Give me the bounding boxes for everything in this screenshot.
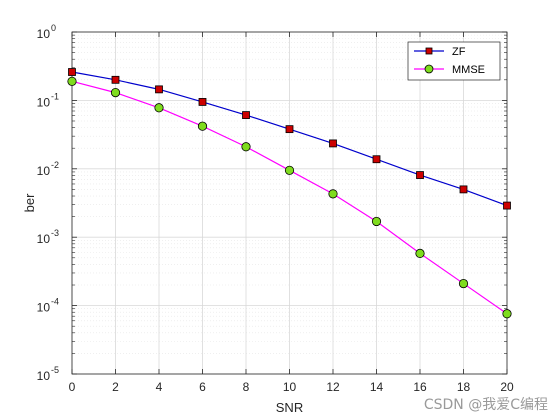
- y-tick-exponent: -2: [51, 160, 59, 170]
- y-tick-exponent: -5: [51, 365, 59, 375]
- x-tick-label: 8: [243, 380, 250, 394]
- data-point-mmse: [502, 309, 512, 319]
- y-tick-label: 10: [37, 369, 51, 383]
- data-point-zf: [372, 155, 381, 164]
- y-tick-exponent: -1: [51, 91, 59, 101]
- x-tick-label: 14: [370, 380, 384, 394]
- data-point-mmse: [154, 103, 164, 113]
- legend-label-mmse: MMSE: [452, 64, 485, 76]
- legend-marker-mmse: [424, 64, 434, 74]
- data-point-zf: [329, 139, 337, 148]
- data-point-zf: [503, 201, 511, 210]
- y-tick-exponent: -3: [51, 228, 59, 238]
- data-point-mmse: [67, 76, 77, 86]
- x-tick-label: 0: [69, 380, 76, 394]
- data-point-zf: [111, 75, 120, 84]
- x-tick-label: 18: [457, 380, 471, 394]
- x-tick-label: 4: [156, 380, 163, 394]
- legend-label-zf: ZF: [452, 46, 466, 58]
- y-tick-label: 10: [37, 95, 51, 109]
- data-point-mmse: [241, 142, 251, 152]
- x-axis-label: SNR: [276, 400, 303, 415]
- data-point-mmse: [371, 216, 382, 227]
- data-point-mmse: [284, 165, 295, 175]
- data-point-zf: [155, 85, 163, 94]
- y-tick-label: 10: [37, 301, 51, 315]
- y-tick-exponent: 0: [51, 23, 56, 33]
- x-tick-label: 12: [326, 380, 340, 394]
- legend-marker-zf: [425, 47, 433, 55]
- data-point-mmse: [458, 278, 469, 289]
- data-point-zf: [416, 171, 424, 179]
- data-point-mmse: [110, 88, 121, 98]
- watermark: CSDN @我爱C编程: [423, 397, 548, 413]
- series: [67, 68, 512, 319]
- data-point-mmse: [415, 248, 425, 258]
- x-tick-label: 20: [500, 380, 514, 394]
- y-tick-label: 10: [37, 232, 51, 246]
- data-point-zf: [242, 111, 250, 119]
- legend: ZF MMSE: [407, 41, 501, 81]
- x-tick-label: 2: [112, 380, 119, 394]
- y-tick-exponent: -4: [51, 297, 59, 307]
- x-tick-label: 6: [199, 380, 206, 394]
- data-point-mmse: [328, 189, 338, 199]
- x-tick-labels: 0 2 4 6 8 10 12 14 16 18 20: [69, 380, 514, 394]
- y-axis-label: ber: [22, 193, 37, 212]
- data-point-zf: [459, 185, 468, 194]
- tick-marks: [71, 31, 508, 375]
- y-tick-label: 10: [37, 164, 51, 178]
- legend-box: [407, 41, 501, 81]
- x-tick-label: 10: [283, 380, 297, 394]
- data-point-mmse: [197, 121, 208, 131]
- y-tick-label: 10: [37, 27, 51, 41]
- data-point-zf: [198, 98, 207, 106]
- x-tick-label: 16: [413, 380, 427, 394]
- data-point-zf: [68, 68, 76, 76]
- data-point-zf: [285, 125, 294, 134]
